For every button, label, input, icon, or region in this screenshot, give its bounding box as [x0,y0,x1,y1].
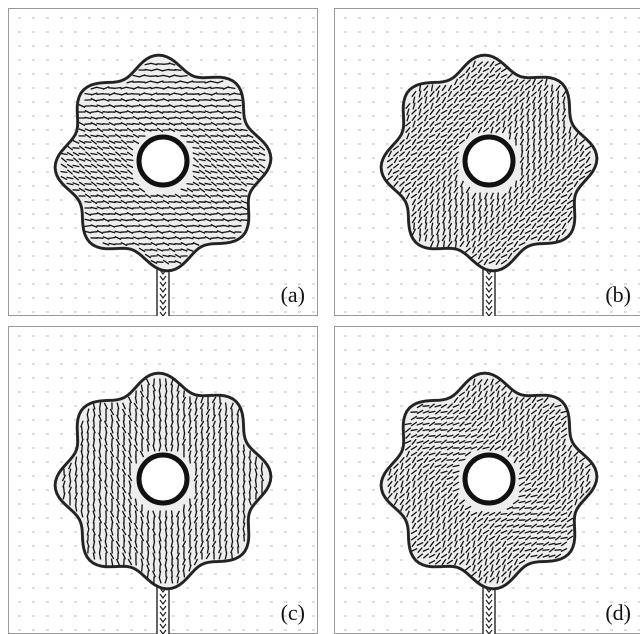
panel-label: (b) [605,282,631,307]
panel: (d) [335,327,640,634]
panel-inner: (d) [335,327,640,634]
panel-label: (a) [281,282,305,307]
panel: (c) [9,327,318,634]
panel: (a) [9,9,318,329]
ring [139,455,187,503]
ring [465,455,513,503]
ring [139,137,187,185]
panel-inner: (b) [335,9,640,329]
panel-inner: (c) [9,327,318,634]
panel: (b) [335,9,640,329]
figure: (a) (b) (c) (d) [0,0,640,634]
panel-label: (c) [281,600,305,625]
panel-label: (d) [605,600,631,625]
ring [465,137,513,185]
panel-inner: (a) [9,9,318,329]
